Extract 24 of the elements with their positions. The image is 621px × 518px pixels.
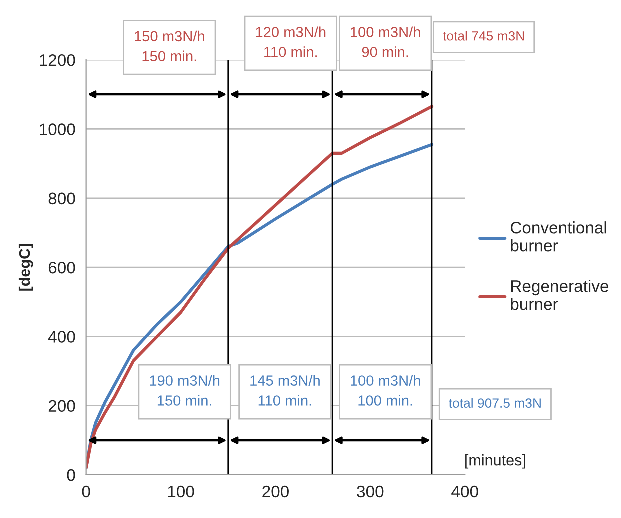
x-tick-label: 300 <box>357 486 384 498</box>
annotation: 145 m3N/h 110 min. <box>250 375 320 406</box>
annotation: 150 m3N/h 150 min. <box>135 30 204 62</box>
x-tick-label: 100 <box>168 486 194 498</box>
y-tick-label: 0 <box>67 469 76 482</box>
text: 100 m3N/h 90 min. <box>351 26 420 58</box>
text: total 745 m3N <box>443 31 524 41</box>
legend-label: Regenerative burner <box>511 280 609 310</box>
x-tick-label: 200 <box>262 486 289 498</box>
text: 120 m3N/h 110 min. <box>256 26 326 58</box>
y-tick-label: 200 <box>48 400 76 412</box>
x-tick-label: 400 <box>452 486 478 498</box>
legend-label: Conventional burner <box>510 222 606 252</box>
y-tick-label: 1200 <box>40 54 76 66</box>
y-tick-label: 400 <box>48 331 76 343</box>
y-axis-title: [degC] <box>18 244 34 291</box>
x-axis-title: [minutes] <box>466 454 526 469</box>
annotation: 190 m3N/h 150 min. <box>150 375 220 406</box>
x-tick-label: 0 <box>82 486 90 498</box>
y-tick-label: 1000 <box>40 124 76 136</box>
annotation: total 907.5 m3N <box>449 398 541 408</box>
y-tick-label: 800 <box>48 192 76 205</box>
y-tick-label: 600 <box>48 262 76 274</box>
annotation: 100 m3N/h 100 min. <box>351 375 420 406</box>
